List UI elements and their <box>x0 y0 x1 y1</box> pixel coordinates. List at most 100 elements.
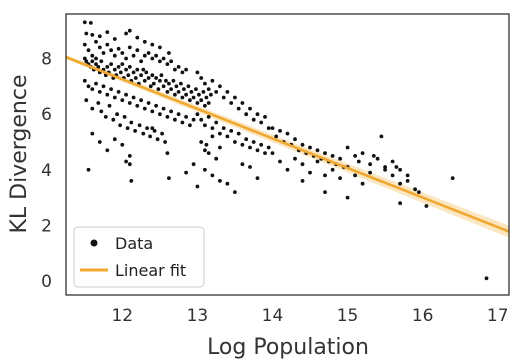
data-point <box>484 276 489 281</box>
data-point <box>165 90 170 94</box>
y-tick-label: 4 <box>41 161 52 181</box>
data-point <box>141 67 146 72</box>
data-point <box>109 48 113 53</box>
data-point <box>135 35 140 40</box>
data-point <box>120 98 125 103</box>
data-point <box>101 51 106 55</box>
data-point <box>394 165 399 169</box>
data-point <box>150 126 155 130</box>
x-axis-label: Log Population <box>207 335 369 360</box>
data-point <box>206 101 211 105</box>
data-point <box>203 148 207 153</box>
data-point <box>94 39 98 44</box>
data-point <box>300 142 305 147</box>
data-point <box>330 154 335 158</box>
data-point <box>97 90 102 94</box>
data-point <box>240 101 245 105</box>
data-point <box>124 67 128 72</box>
y-tick-label: 8 <box>41 50 52 70</box>
data-point <box>179 81 183 86</box>
data-point <box>180 70 185 75</box>
data-point <box>293 156 297 161</box>
data-point <box>189 90 194 94</box>
data-point <box>148 84 153 89</box>
data-point <box>109 87 113 91</box>
data-point <box>90 33 95 37</box>
data-point <box>150 42 155 47</box>
data-point <box>84 98 89 103</box>
data-point <box>240 142 245 147</box>
data-point <box>186 84 191 89</box>
x-tick-label: 16 <box>412 306 434 326</box>
data-point <box>158 45 162 50</box>
data-point <box>330 167 335 172</box>
data-point <box>82 20 87 25</box>
data-point <box>206 115 211 119</box>
data-point <box>191 95 196 100</box>
legend-data-marker <box>90 239 98 247</box>
data-point <box>161 84 166 89</box>
data-point <box>255 112 260 117</box>
data-point <box>90 53 95 58</box>
data-point <box>323 190 327 195</box>
data-point <box>82 42 87 47</box>
data-point <box>150 109 155 114</box>
data-point <box>201 90 206 94</box>
data-point <box>135 67 140 72</box>
data-point <box>124 92 128 97</box>
data-point <box>195 101 200 105</box>
data-point <box>115 112 119 117</box>
data-point <box>270 126 275 130</box>
data-point <box>131 95 136 100</box>
data-point <box>398 181 402 186</box>
data-point <box>184 92 189 97</box>
data-point <box>214 156 219 161</box>
data-point <box>188 98 192 103</box>
data-point <box>159 73 164 78</box>
data-point <box>103 115 108 119</box>
data-point <box>105 30 110 34</box>
data-point <box>154 53 159 58</box>
data-point <box>112 137 117 142</box>
data-point <box>203 103 207 108</box>
data-point <box>195 184 200 189</box>
data-point <box>127 162 132 167</box>
data-point <box>116 90 121 94</box>
data-point <box>152 129 157 133</box>
data-point <box>184 67 189 72</box>
data-point <box>82 56 87 61</box>
data-point <box>229 129 234 133</box>
y-tick-labels: 0 2 4 6 8 <box>41 50 52 293</box>
data-point <box>203 123 207 128</box>
data-point <box>90 131 95 136</box>
data-point <box>105 65 110 69</box>
data-point <box>308 170 312 175</box>
data-point <box>368 170 372 175</box>
data-point <box>251 117 256 122</box>
data-point <box>194 87 198 91</box>
data-point <box>274 134 279 139</box>
data-point <box>135 48 140 53</box>
legend-box <box>73 226 205 288</box>
data-point <box>86 84 91 89</box>
data-point <box>204 95 209 100</box>
data-point <box>163 140 168 144</box>
data-point <box>379 134 384 139</box>
data-point <box>174 84 179 89</box>
data-point <box>210 134 215 139</box>
data-point <box>323 151 327 156</box>
data-point <box>142 106 147 111</box>
data-point <box>105 42 110 47</box>
data-point <box>173 117 177 122</box>
data-point <box>450 176 455 181</box>
data-point <box>165 62 170 66</box>
data-point <box>146 101 151 105</box>
data-point <box>155 137 160 142</box>
data-point <box>197 92 201 97</box>
data-point <box>139 73 144 78</box>
data-point <box>375 156 380 161</box>
data-point <box>137 123 142 128</box>
data-point <box>308 145 312 150</box>
x-tick-label: 17 <box>487 306 509 326</box>
data-point <box>353 154 357 158</box>
